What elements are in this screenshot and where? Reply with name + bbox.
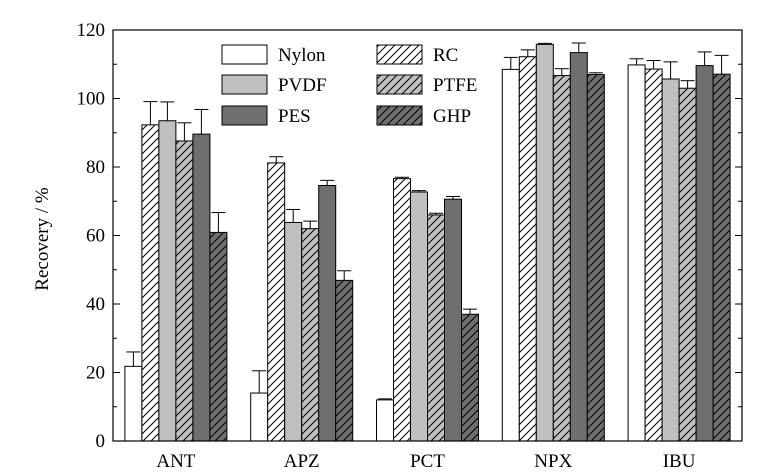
legend-swatch-rc xyxy=(376,44,423,65)
legend-item-nylon: Nylon xyxy=(221,44,326,66)
error-bar-ghp-ibu xyxy=(714,54,729,75)
bar-ptfe-pct xyxy=(427,214,445,442)
legend-label-rc: RC xyxy=(433,45,458,66)
bar-nylon-apz xyxy=(250,392,269,442)
bar-rc-npx xyxy=(518,56,537,442)
bar-ptfe-ibu xyxy=(678,87,697,442)
bar-pvdf-apz xyxy=(284,221,303,442)
error-bar-nylon-ant xyxy=(126,351,141,367)
error-bar-ptfe-ant xyxy=(177,122,192,141)
legend-swatch-ptfe xyxy=(376,74,423,95)
legend-item-ptfe: PTFE xyxy=(376,74,477,96)
error-bar-rc-pct xyxy=(395,176,409,179)
error-bar-pes-ibu xyxy=(697,51,712,66)
bar-pes-ibu xyxy=(695,65,714,442)
error-bar-pes-apz xyxy=(320,179,335,186)
bar-ghp-ant xyxy=(209,231,228,442)
error-bar-nylon-apz xyxy=(252,370,267,394)
error-bar-rc-ant xyxy=(143,101,158,125)
y-tick-label-0: 0 xyxy=(96,431,106,452)
bar-rc-ibu xyxy=(644,68,663,442)
x-tick-label-npx: NPX xyxy=(534,451,572,472)
error-bar-pes-ant xyxy=(194,108,209,135)
bar-nylon-pct xyxy=(376,399,394,442)
legend-label-nylon: Nylon xyxy=(278,45,326,66)
bar-rc-pct xyxy=(393,178,411,442)
legend-item-pes: PES xyxy=(221,105,311,127)
bars-layer xyxy=(124,43,731,442)
bar-pes-npx xyxy=(569,52,588,442)
error-bar-pvdf-ibu xyxy=(663,61,678,79)
bar-rc-apz xyxy=(267,162,286,442)
x-tick-label-pct: PCT xyxy=(410,451,445,472)
error-bar-ghp-pct xyxy=(463,308,477,315)
error-bars-layer xyxy=(126,42,729,400)
bar-ghp-apz xyxy=(335,279,354,442)
bar-ghp-pct xyxy=(461,313,479,442)
legend-swatch-nylon xyxy=(221,44,268,65)
legend-swatch-pes xyxy=(221,105,268,126)
error-bar-rc-apz xyxy=(269,156,284,163)
error-bar-ptfe-pct xyxy=(429,212,443,215)
bar-pes-ant xyxy=(192,133,211,442)
bar-ptfe-ant xyxy=(175,140,194,442)
x-tick-label-ibu: IBU xyxy=(663,451,696,472)
y-tick-label-60: 60 xyxy=(86,226,105,247)
error-bar-rc-ibu xyxy=(646,59,661,70)
legend-item-ghp: GHP xyxy=(376,105,471,127)
legend-label-ptfe: PTFE xyxy=(433,75,477,96)
x-tick-label-apz: APZ xyxy=(284,451,320,472)
bar-ptfe-apz xyxy=(301,228,320,442)
error-bar-ptfe-ibu xyxy=(680,80,695,89)
bar-pvdf-ant xyxy=(158,120,177,442)
error-bar-pvdf-ant xyxy=(160,101,175,121)
legend-label-ghp: GHP xyxy=(433,106,471,127)
error-bar-ghp-npx xyxy=(588,72,603,75)
error-bar-rc-npx xyxy=(520,49,535,57)
bar-pvdf-pct xyxy=(410,191,428,442)
error-bar-ptfe-apz xyxy=(303,220,318,229)
error-bar-ghp-apz xyxy=(337,270,352,281)
bar-nylon-ibu xyxy=(627,64,646,442)
error-bar-pvdf-apz xyxy=(286,208,301,223)
bar-ptfe-npx xyxy=(552,75,571,442)
bar-pvdf-ibu xyxy=(661,78,680,442)
axes-layer: ANT APZ PCT NPX IBU 0 20 40 60 80 100 120 xyxy=(77,20,743,472)
bar-ghp-npx xyxy=(586,74,605,442)
y-axis-label: Recovery / % xyxy=(32,187,53,291)
error-bar-pes-pct xyxy=(446,195,460,200)
bar-pes-pct xyxy=(444,198,462,442)
legend-label-pvdf: PVDF xyxy=(278,75,327,96)
legend: Nylon RC PVDF PTFE PES GHP xyxy=(221,44,477,127)
error-bar-pes-npx xyxy=(571,42,586,53)
error-bar-pvdf-npx xyxy=(537,42,552,45)
error-bar-pvdf-pct xyxy=(412,190,426,193)
y-tick-label-20: 20 xyxy=(86,363,105,384)
bar-ghp-ibu xyxy=(712,73,731,442)
error-bar-ghp-ant xyxy=(211,212,226,233)
bar-rc-ant xyxy=(141,124,160,442)
x-tick-label-ant: ANT xyxy=(156,451,195,472)
y-tick-label-80: 80 xyxy=(86,157,105,178)
legend-label-pes: PES xyxy=(278,106,311,127)
error-bar-nylon-npx xyxy=(503,56,518,70)
legend-swatch-ghp xyxy=(376,105,423,126)
bar-nylon-npx xyxy=(501,68,520,442)
bar-nylon-ant xyxy=(124,365,143,442)
y-tick-label-120: 120 xyxy=(77,20,106,41)
legend-item-pvdf: PVDF xyxy=(221,74,327,96)
bar-pvdf-npx xyxy=(535,43,554,442)
y-tick-label-40: 40 xyxy=(86,294,105,315)
error-bar-nylon-pct xyxy=(378,398,392,400)
y-tick-label-100: 100 xyxy=(77,89,106,110)
error-bar-ptfe-npx xyxy=(554,68,569,76)
bar-pes-apz xyxy=(318,184,337,442)
legend-swatch-pvdf xyxy=(221,74,268,95)
legend-item-rc: RC xyxy=(376,44,458,66)
error-bar-nylon-ibu xyxy=(629,58,644,65)
